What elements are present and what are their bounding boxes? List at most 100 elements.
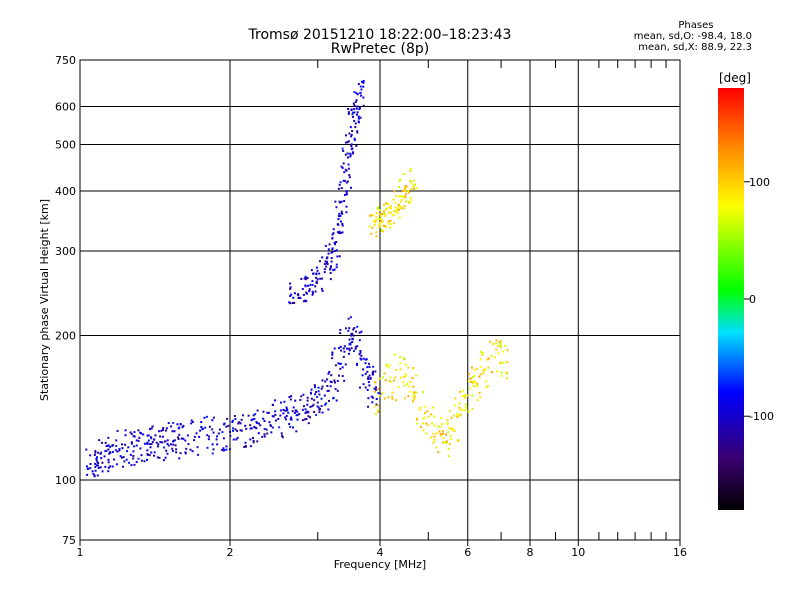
data-point bbox=[335, 240, 338, 243]
data-point bbox=[409, 167, 412, 170]
data-point bbox=[373, 387, 376, 390]
data-point bbox=[326, 256, 329, 259]
data-point bbox=[299, 398, 302, 401]
data-point bbox=[302, 393, 305, 396]
data-point bbox=[385, 363, 388, 366]
data-point bbox=[399, 206, 402, 209]
data-point bbox=[218, 428, 221, 431]
data-point bbox=[387, 222, 390, 225]
data-point bbox=[402, 357, 405, 360]
data-point bbox=[351, 113, 354, 116]
data-point bbox=[306, 276, 309, 279]
data-point bbox=[158, 430, 161, 433]
data-point bbox=[302, 405, 305, 408]
data-point bbox=[184, 451, 187, 454]
data-point bbox=[348, 132, 351, 135]
data-point bbox=[254, 426, 257, 429]
data-point bbox=[332, 228, 335, 231]
data-point bbox=[482, 372, 485, 375]
data-point bbox=[326, 389, 329, 392]
data-point bbox=[196, 453, 199, 456]
data-point bbox=[393, 353, 396, 356]
data-point bbox=[280, 432, 283, 435]
x-tick-label: 1 bbox=[77, 546, 84, 559]
data-point bbox=[315, 413, 318, 416]
data-point bbox=[380, 219, 383, 222]
data-point bbox=[333, 268, 336, 271]
data-point bbox=[94, 466, 97, 469]
data-point bbox=[254, 413, 257, 416]
data-point bbox=[471, 394, 474, 397]
data-point bbox=[232, 438, 235, 441]
data-point bbox=[375, 235, 378, 238]
data-point bbox=[412, 187, 415, 190]
data-point bbox=[316, 405, 319, 408]
data-point bbox=[339, 367, 342, 370]
data-point bbox=[476, 385, 479, 388]
data-point bbox=[403, 397, 406, 400]
data-point bbox=[339, 181, 342, 184]
data-point bbox=[304, 285, 307, 288]
data-point bbox=[162, 459, 165, 462]
data-point bbox=[401, 195, 404, 198]
data-point bbox=[418, 408, 421, 411]
data-point bbox=[350, 347, 353, 350]
data-point bbox=[94, 451, 97, 454]
data-point bbox=[344, 134, 347, 137]
data-point bbox=[457, 439, 460, 442]
data-point bbox=[314, 290, 317, 293]
data-point bbox=[191, 420, 194, 423]
data-point bbox=[350, 186, 353, 189]
data-point bbox=[383, 372, 386, 375]
data-point bbox=[452, 429, 455, 432]
colorbar-tick-label: 100 bbox=[749, 176, 770, 189]
data-point bbox=[293, 292, 296, 295]
data-point bbox=[360, 330, 363, 333]
data-point bbox=[167, 422, 170, 425]
data-point bbox=[464, 393, 467, 396]
data-point bbox=[495, 348, 498, 351]
data-point bbox=[133, 435, 136, 438]
data-point bbox=[359, 357, 362, 360]
data-point bbox=[313, 384, 316, 387]
data-point bbox=[324, 380, 327, 383]
data-point bbox=[490, 355, 493, 358]
data-point bbox=[291, 426, 294, 429]
data-point bbox=[479, 365, 482, 368]
data-point bbox=[351, 130, 354, 133]
data-point bbox=[401, 198, 404, 201]
data-point bbox=[292, 406, 295, 409]
data-point bbox=[343, 379, 346, 382]
data-point bbox=[349, 342, 352, 345]
data-point bbox=[429, 413, 432, 416]
data-point bbox=[433, 438, 436, 441]
data-point bbox=[397, 208, 400, 211]
data-point bbox=[231, 419, 234, 422]
data-point bbox=[486, 385, 489, 388]
data-point bbox=[383, 212, 386, 215]
data-point bbox=[376, 404, 379, 407]
data-point bbox=[370, 232, 373, 235]
data-point bbox=[335, 399, 338, 402]
data-point bbox=[370, 214, 373, 217]
data-point bbox=[324, 403, 327, 406]
data-point bbox=[392, 198, 395, 201]
data-point bbox=[289, 302, 292, 305]
data-point bbox=[397, 386, 400, 389]
data-point bbox=[449, 434, 452, 437]
data-point bbox=[432, 432, 435, 435]
data-point bbox=[340, 200, 343, 203]
data-point bbox=[336, 223, 339, 226]
data-point bbox=[287, 411, 290, 414]
data-point bbox=[177, 438, 180, 441]
data-point bbox=[321, 277, 324, 280]
data-point bbox=[327, 252, 330, 255]
data-point bbox=[352, 152, 355, 155]
data-point bbox=[315, 272, 318, 275]
data-point bbox=[355, 92, 358, 95]
data-point bbox=[190, 419, 193, 422]
data-point bbox=[240, 418, 243, 421]
data-point bbox=[293, 301, 296, 304]
data-point bbox=[292, 296, 295, 299]
